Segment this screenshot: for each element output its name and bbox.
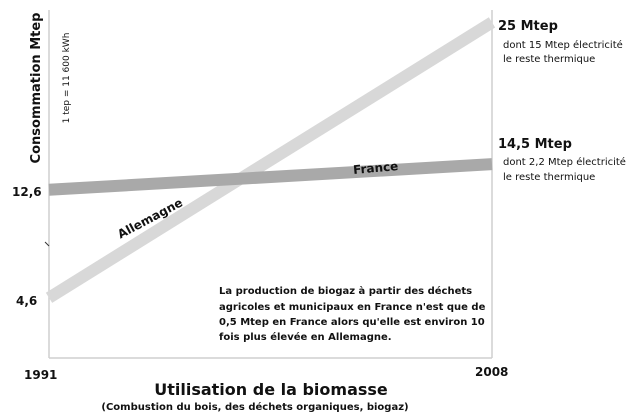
y-axis-break-mark xyxy=(44,241,50,247)
y-tick-label-12-6: 12,6 xyxy=(12,185,42,199)
annotation-line-1: La production de biogaz à partir des déc… xyxy=(219,285,472,297)
annotation-line-4: fois plus élevée en Allemagne. xyxy=(219,331,392,343)
x-tick-label-2008: 2008 xyxy=(475,365,508,379)
annotation-line-3: 0,5 Mtep en France alors qu'elle est env… xyxy=(219,317,485,328)
chart-subtitle: (Combustion du bois, des déchets organiq… xyxy=(101,401,408,413)
end-detail-allemagne-1: dont 15 Mtep électricité xyxy=(503,39,623,51)
end-detail-france-1: dont 2,2 Mtep électricité xyxy=(503,156,626,168)
chart-title: Utilisation de la biomasse xyxy=(154,380,388,399)
y-axis-label: Consommation Mtep xyxy=(29,13,44,164)
series-line-allemagne xyxy=(45,17,496,303)
unit-note: 1 tep = 11 600 kWh xyxy=(62,33,72,124)
end-detail-france-2: le reste thermique xyxy=(503,172,595,183)
end-label-france: 14,5 Mtep xyxy=(498,137,572,152)
y-tick-label-4-6: 4,6 xyxy=(16,294,37,308)
x-tick-label-1991: 1991 xyxy=(24,368,57,382)
end-label-allemagne: 25 Mtep xyxy=(498,19,558,34)
series-label-france: France xyxy=(353,159,399,177)
end-detail-allemagne-2: le reste thermique xyxy=(503,54,595,65)
annotation-line-2: agricoles et municipaux en France n'est … xyxy=(219,302,486,313)
series-line-france xyxy=(48,158,493,196)
